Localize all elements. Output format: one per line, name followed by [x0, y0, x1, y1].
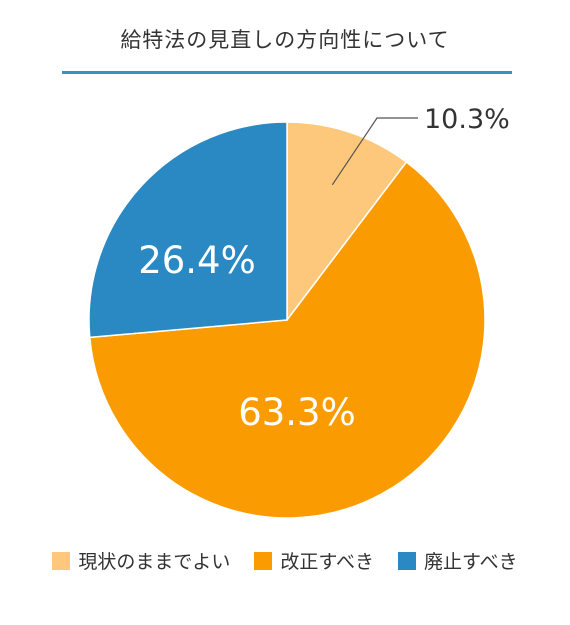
- pie-chart: 10.3% 63.3% 26.4%: [88, 104, 510, 519]
- legend-item-1: 改正すべき: [254, 547, 374, 574]
- data-label-0: 10.3%: [424, 104, 510, 135]
- pie-slice-1: [88, 160, 486, 519]
- data-label-2: 26.4%: [138, 239, 256, 282]
- legend-label-2: 廃止すべき: [424, 551, 518, 573]
- legend: 現状のままでよい 改正すべき 廃止すべき: [0, 547, 570, 574]
- legend-label-1: 改正すべき: [280, 551, 374, 573]
- leader-line-0: [331, 117, 418, 186]
- legend-item-0: 現状のままでよい: [52, 547, 230, 574]
- legend-swatch-0: [52, 551, 71, 570]
- legend-swatch-1: [254, 551, 273, 570]
- legend-swatch-2: [398, 551, 416, 570]
- data-label-1: 63.3%: [238, 391, 356, 434]
- legend-item-2: 廃止すべき: [398, 547, 518, 574]
- title-underline: [62, 71, 512, 74]
- chart-title: 給特法の見直しの方向性について: [120, 28, 450, 52]
- legend-label-0: 現状のままでよい: [78, 551, 231, 573]
- pie-slice-2: [88, 121, 288, 339]
- pie-slice-0: [286, 121, 408, 323]
